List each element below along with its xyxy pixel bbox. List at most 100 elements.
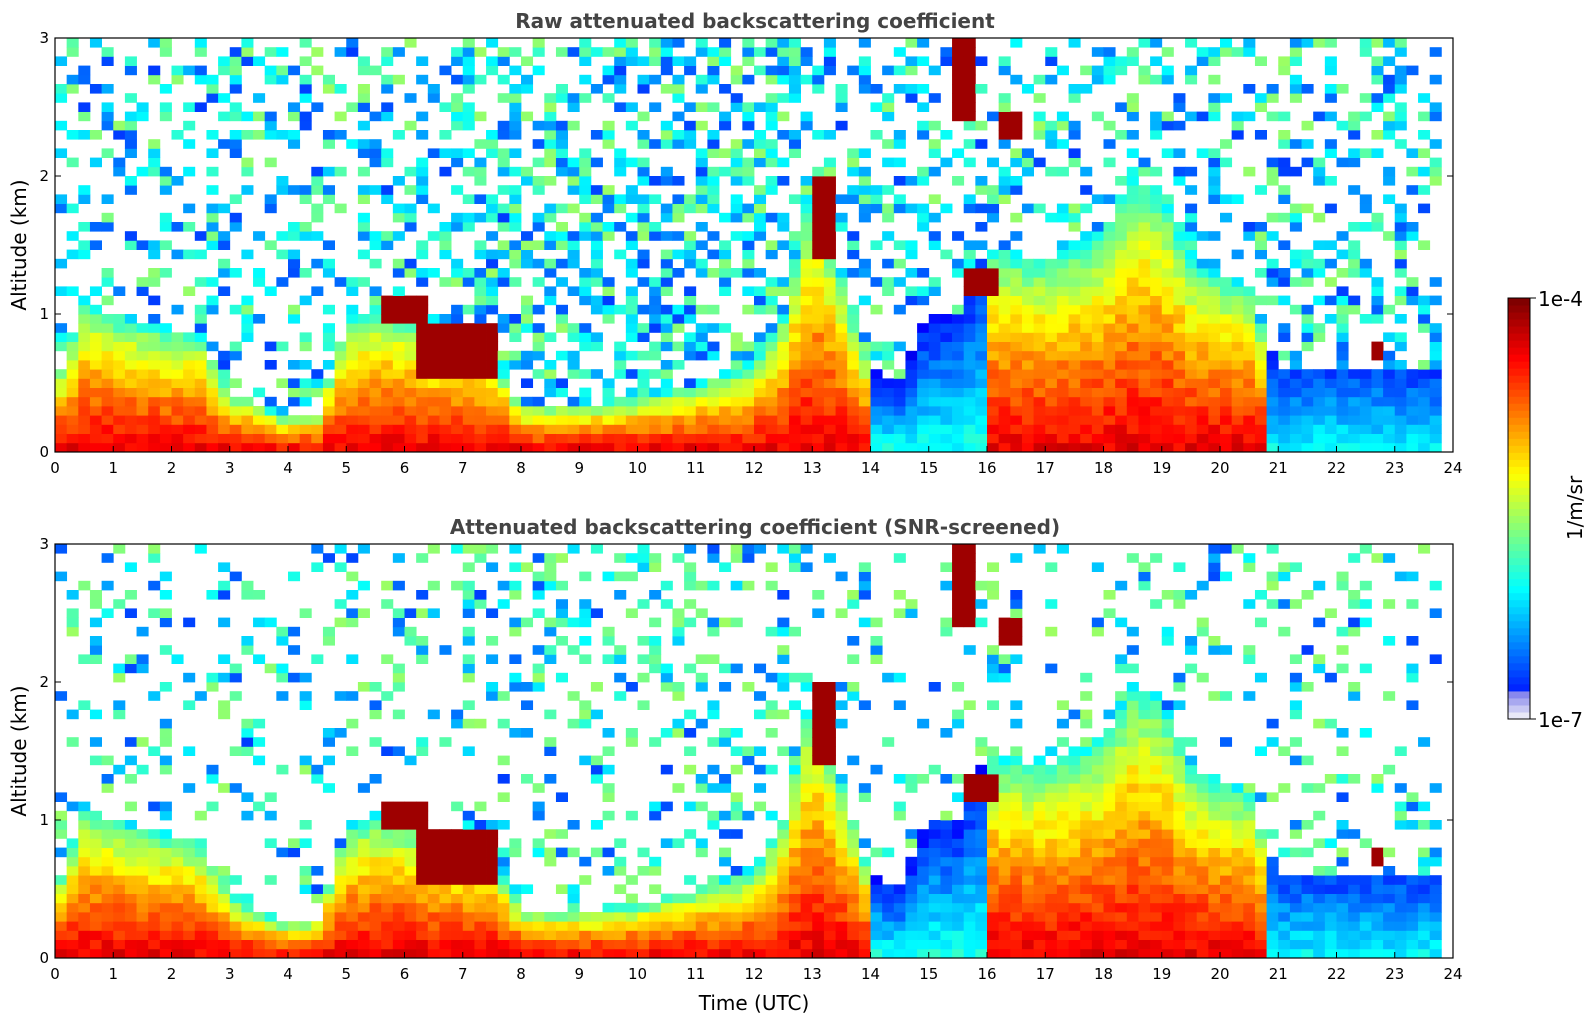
heatmap-cell — [1406, 387, 1419, 398]
heatmap-cell — [975, 875, 988, 885]
heatmap-cell — [1348, 240, 1361, 250]
heatmap-cell — [1208, 268, 1221, 278]
heatmap-cell — [567, 617, 580, 628]
heatmap-cell — [1033, 893, 1046, 904]
heatmap-cell — [334, 277, 347, 287]
heatmap-cell — [451, 718, 464, 729]
heatmap-cell — [148, 387, 161, 398]
heatmap-cell — [754, 387, 767, 398]
heatmap-cell — [241, 314, 254, 324]
heatmap-cell — [1021, 856, 1034, 867]
heatmap-cell — [451, 268, 464, 278]
heatmap-cell — [497, 856, 510, 867]
heatmap-cell — [288, 258, 301, 269]
heatmap-cell — [1126, 332, 1139, 342]
heatmap-cell — [952, 571, 965, 582]
heatmap-cell — [474, 599, 487, 609]
heatmap-cell — [1138, 406, 1151, 416]
heatmap-cell — [1196, 433, 1209, 444]
heatmap-cell — [777, 948, 790, 959]
heatmap-cell — [649, 921, 662, 931]
heatmap-cell — [1406, 424, 1419, 434]
heatmap-cell — [462, 378, 475, 388]
heatmap-cell — [858, 56, 871, 66]
heatmap-cell — [567, 166, 580, 177]
heatmap-cell — [357, 120, 370, 131]
heatmap-cell — [672, 387, 685, 398]
heatmap-cell — [1278, 166, 1291, 177]
heatmap-cell — [1010, 433, 1023, 444]
heatmap-cell — [637, 277, 650, 287]
heatmap-cell — [928, 820, 941, 830]
heatmap-cell — [987, 185, 1000, 195]
heatmap-cell — [509, 728, 522, 738]
heatmap-cell — [602, 728, 615, 738]
heatmap-cell — [975, 893, 988, 904]
heatmap-cell — [660, 360, 673, 370]
heatmap-cell — [322, 921, 335, 931]
heatmap-cell — [1021, 792, 1034, 802]
heatmap-cell — [148, 847, 161, 858]
heatmap-cell — [264, 415, 277, 425]
heatmap-cell — [1313, 157, 1326, 168]
heatmap-cell — [1010, 590, 1023, 600]
heatmap-cell — [474, 801, 487, 812]
heatmap-cell — [1383, 369, 1396, 379]
heatmap-cell — [952, 148, 965, 158]
heatmap-cell — [159, 921, 172, 931]
heatmap-cell — [928, 314, 941, 324]
heatmap-cell — [288, 424, 301, 434]
heatmap-cell — [1126, 102, 1139, 112]
heatmap-cell — [474, 323, 487, 333]
heatmap-cell — [812, 801, 825, 812]
heatmap-cell — [229, 875, 242, 885]
heatmap-cell — [754, 709, 767, 720]
heatmap-cell — [1150, 231, 1163, 241]
heatmap-cell — [392, 314, 405, 324]
heatmap-cell — [392, 810, 405, 821]
heatmap-cell — [800, 433, 813, 444]
heatmap-cell — [940, 341, 953, 352]
heatmap-cell — [416, 295, 429, 306]
heatmap-cell — [590, 84, 603, 94]
heatmap-cell — [905, 286, 918, 296]
heatmap-cell — [614, 571, 627, 582]
heatmap-cell — [1115, 56, 1128, 66]
heatmap-cell — [416, 801, 429, 812]
heatmap-cell — [439, 912, 452, 922]
heatmap-cell — [707, 185, 720, 195]
heatmap-cell — [1138, 304, 1151, 315]
heatmap-cell — [707, 709, 720, 720]
heatmap-cell — [369, 396, 382, 407]
heatmap-cell — [451, 912, 464, 922]
heatmap-cell — [334, 424, 347, 434]
heatmap-cell — [1336, 442, 1349, 453]
heatmap-cell — [649, 442, 662, 453]
heatmap-cell — [253, 912, 266, 922]
heatmap-cell — [1429, 360, 1442, 370]
heatmap-cell — [462, 829, 475, 839]
heatmap-cell — [695, 654, 708, 664]
heatmap-cell — [835, 286, 848, 296]
heatmap-cell — [1115, 415, 1128, 425]
heatmap-cell — [870, 102, 883, 112]
heatmap-cell — [404, 608, 417, 618]
heatmap-cell — [1336, 323, 1349, 333]
heatmap-cell — [55, 286, 68, 296]
heatmap-cell — [1359, 415, 1372, 425]
heatmap-cell — [707, 810, 720, 821]
heatmap-cell — [788, 295, 801, 306]
heatmap-cell — [1243, 433, 1256, 444]
heatmap-cell — [1383, 332, 1396, 342]
heatmap-cell — [905, 599, 918, 609]
heatmap-cell — [521, 240, 534, 250]
heatmap-cell — [963, 617, 976, 628]
heatmap-cell — [963, 74, 976, 85]
heatmap-cell — [1173, 102, 1186, 112]
heatmap-cell — [299, 295, 312, 306]
heatmap-cell — [614, 249, 627, 260]
heatmap-cell — [462, 746, 475, 756]
heatmap-cell — [963, 120, 976, 131]
heatmap-cell — [719, 277, 732, 287]
heatmap-cell — [998, 442, 1011, 453]
